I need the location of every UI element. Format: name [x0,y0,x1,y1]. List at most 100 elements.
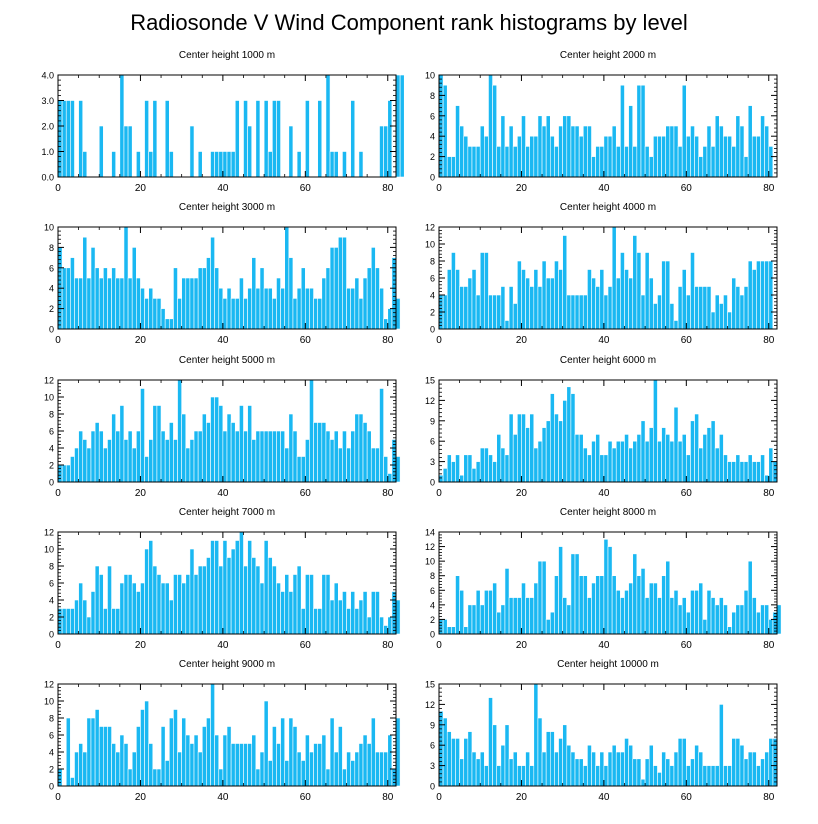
panel-10: Center height 10000 m 0 20 40 60 80 0 3 6 9 12 15 [425,659,778,803]
histogram-bar [615,440,621,483]
histogram-bar [537,115,543,178]
histogram-bar [107,439,112,483]
histogram-bar [78,430,84,483]
histogram-bar [727,626,732,635]
histogram-bar [587,454,592,483]
histogram-bar [549,611,555,635]
histogram-bar [760,260,765,330]
x-tick-label: 40 [217,792,229,803]
histogram-bar [243,298,248,330]
histogram-bar [342,768,347,787]
histogram-bar [492,461,498,483]
y-tick-label: 0 [430,782,435,792]
histogram-bar [185,277,191,330]
histogram-bar [354,277,360,330]
y-tick-label: 9 [430,720,435,730]
histogram-bar [115,751,121,787]
histogram-bar [475,461,481,483]
histogram-bar [379,125,384,178]
histogram-bar [475,589,481,635]
histogram-bar [103,447,108,483]
histogram-bar [665,560,671,635]
histogram-bar [673,406,679,483]
histogram-bar [173,267,178,330]
histogram-bar [243,100,248,178]
histogram-bar [549,393,555,483]
histogram-bar [492,294,498,330]
x-tick-label: 0 [55,183,61,194]
histogram-bar [144,456,149,483]
x-tick-label: 80 [763,335,775,346]
histogram-bar [247,540,253,635]
histogram-bar [739,604,745,635]
histogram-bar [111,267,117,330]
histogram-bar [164,439,170,483]
histogram-bar [591,156,596,178]
histogram-bar [558,420,563,483]
histogram-bar [644,758,650,787]
histogram-bar [467,731,473,787]
y-tick-label: 4 [49,284,54,294]
histogram-bar [296,565,302,635]
histogram-bar [760,758,765,787]
histogram-bar [442,468,448,483]
histogram-bar [603,454,609,483]
histogram-bar [644,597,650,635]
histogram-bar [529,765,535,787]
histogram-bar [496,765,502,787]
histogram-bar [131,447,137,483]
histogram-bar [463,454,469,483]
histogram-bar [115,430,121,483]
histogram-bar [321,422,327,483]
histogram-bar [329,151,335,178]
histogram-bar [669,303,675,330]
histogram-bar [747,454,753,483]
histogram-bar [123,439,129,483]
histogram-bar [337,726,343,787]
histogram-bar [375,751,380,787]
histogram-bar [288,125,294,178]
histogram-bar [743,758,749,787]
y-tick-label: 8 [430,571,435,581]
x-tick-label: 20 [516,183,528,194]
histogram-bar [300,608,306,635]
histogram-bar [144,100,149,178]
histogram-bar [714,294,720,330]
histogram-bar [370,447,376,483]
histogram-bar [127,768,133,787]
x-tick-label: 20 [135,792,147,803]
y-tick-label: 4 [49,596,54,606]
histogram-bar [459,589,465,635]
histogram-bar [239,405,244,483]
histogram-bar [566,744,572,787]
plot-frame [438,74,778,178]
histogram-bar [395,717,401,787]
x-tick-label: 40 [217,640,229,651]
histogram-bar [537,286,543,330]
histogram-bar [512,146,518,178]
histogram-bar [710,597,716,635]
histogram-bar [632,440,638,483]
histogram-bar [718,303,724,330]
histogram-bar [751,135,757,178]
y-tick-label: 2 [430,308,435,318]
histogram-bar [354,608,360,635]
histogram-bar [525,277,530,330]
histogram-bar [558,738,563,787]
histogram-bar [702,146,708,178]
histogram-bar [164,582,170,635]
histogram-bar [694,286,699,330]
histogram-bar [599,575,605,635]
histogram-bar [218,151,224,178]
histogram-bar [156,405,162,483]
histogram-bar [673,751,679,787]
histogram-bar [636,758,642,787]
histogram-bar [451,461,456,483]
histogram-bar [690,758,695,787]
histogram-bar [615,751,621,787]
histogram-bar [702,619,708,635]
histogram-bar [636,434,642,483]
histogram-bar [387,308,393,330]
histogram-bar [603,294,609,330]
histogram-bar [554,413,559,483]
